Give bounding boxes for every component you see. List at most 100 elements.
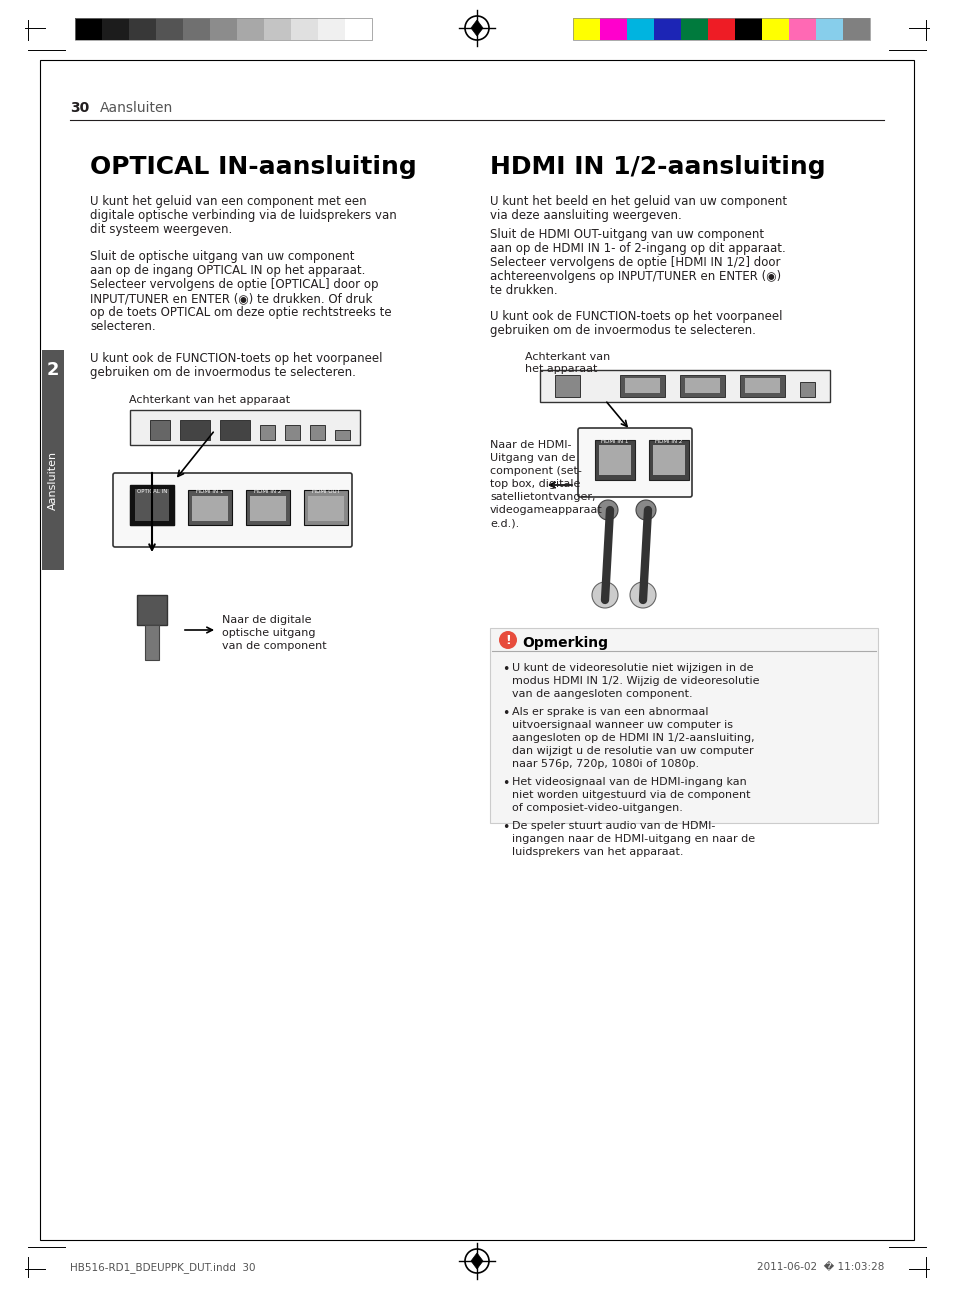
Bar: [684, 377, 720, 393]
Text: U kunt het beeld en het geluid van uw component: U kunt het beeld en het geluid van uw co…: [490, 195, 786, 208]
Text: optische uitgang: optische uitgang: [222, 628, 315, 638]
Bar: [539, 370, 829, 402]
Bar: [75, 18, 102, 40]
Circle shape: [636, 501, 656, 520]
Bar: [246, 490, 290, 525]
Text: dit systeem weergeven.: dit systeem weergeven.: [90, 223, 232, 236]
Bar: [648, 440, 688, 480]
Text: aangesloten op de HDMI IN 1/2-aansluiting,: aangesloten op de HDMI IN 1/2-aansluitin…: [512, 733, 754, 743]
Text: Aansluiten: Aansluiten: [48, 450, 58, 510]
Text: HDMI OUT: HDMI OUT: [312, 489, 339, 494]
Text: •: •: [501, 777, 509, 790]
Text: 30: 30: [70, 101, 90, 115]
Bar: [680, 18, 707, 40]
Text: Naar de digitale: Naar de digitale: [222, 615, 312, 625]
Bar: [250, 495, 286, 521]
Bar: [788, 18, 815, 40]
Text: satellietontvanger,: satellietontvanger,: [490, 492, 595, 502]
Text: luidsprekers van het apparaat.: luidsprekers van het apparaat.: [512, 847, 682, 857]
Text: Sluit de optische uitgang van uw component: Sluit de optische uitgang van uw compone…: [90, 250, 355, 263]
Text: digitale optische verbinding via de luidsprekers van: digitale optische verbinding via de luid…: [90, 209, 396, 222]
Bar: [42, 350, 64, 569]
Text: Het videosignaal van de HDMI-ingang kan: Het videosignaal van de HDMI-ingang kan: [512, 777, 746, 787]
Text: 2: 2: [47, 361, 59, 379]
Bar: [744, 377, 780, 393]
Bar: [210, 18, 236, 40]
Text: Aansluiten: Aansluiten: [100, 101, 173, 115]
Text: INPUT/TUNER en ENTER (◉) te drukken. Of druk: INPUT/TUNER en ENTER (◉) te drukken. Of …: [90, 292, 372, 305]
Bar: [345, 18, 372, 40]
Text: gebruiken om de invoermodus te selecteren.: gebruiken om de invoermodus te selectere…: [90, 366, 355, 379]
Text: niet worden uitgestuurd via de component: niet worden uitgestuurd via de component: [512, 790, 750, 800]
Bar: [652, 445, 684, 475]
Bar: [102, 18, 129, 40]
Bar: [137, 595, 167, 625]
Text: HDMI IN 1: HDMI IN 1: [600, 438, 628, 444]
Bar: [130, 485, 173, 525]
Circle shape: [498, 632, 517, 648]
Bar: [761, 18, 788, 40]
Text: Achterkant van het apparaat: Achterkant van het apparaat: [130, 396, 291, 405]
Text: •: •: [501, 821, 509, 834]
Bar: [264, 18, 291, 40]
Bar: [192, 495, 228, 521]
Bar: [236, 18, 264, 40]
Bar: [285, 425, 299, 440]
Bar: [317, 18, 345, 40]
Bar: [260, 425, 274, 440]
Bar: [335, 431, 350, 440]
Text: op de toets OPTICAL om deze optie rechtstreeks te: op de toets OPTICAL om deze optie rechts…: [90, 306, 392, 319]
Text: Uitgang van de: Uitgang van de: [490, 453, 575, 463]
Bar: [555, 375, 579, 397]
Text: dan wijzigt u de resolutie van uw computer: dan wijzigt u de resolutie van uw comput…: [512, 746, 753, 756]
Bar: [156, 18, 183, 40]
Bar: [707, 18, 734, 40]
Text: U kunt ook de FUNCTION-toets op het voorpaneel: U kunt ook de FUNCTION-toets op het voor…: [490, 310, 781, 323]
Bar: [679, 375, 724, 397]
Bar: [183, 18, 210, 40]
Bar: [815, 18, 842, 40]
Text: naar 576p, 720p, 1080i of 1080p.: naar 576p, 720p, 1080i of 1080p.: [512, 759, 699, 769]
Bar: [654, 18, 680, 40]
Bar: [145, 625, 159, 660]
Text: uitvoersignaal wanneer uw computer is: uitvoersignaal wanneer uw computer is: [512, 720, 732, 730]
Bar: [573, 18, 599, 40]
Text: aan op de HDMI IN 1- of 2-ingang op dit apparaat.: aan op de HDMI IN 1- of 2-ingang op dit …: [490, 243, 785, 256]
Text: De speler stuurt audio van de HDMI-: De speler stuurt audio van de HDMI-: [512, 821, 715, 831]
Bar: [619, 375, 664, 397]
Text: Opmerking: Opmerking: [521, 636, 607, 650]
Bar: [135, 489, 169, 521]
Bar: [598, 445, 630, 475]
Text: selecteren.: selecteren.: [90, 320, 155, 333]
Bar: [129, 18, 156, 40]
Text: videogameapparaat: videogameapparaat: [490, 505, 602, 515]
Bar: [75, 18, 372, 40]
Text: gebruiken om de invoermodus te selecteren.: gebruiken om de invoermodus te selectere…: [490, 324, 755, 337]
Bar: [740, 375, 784, 397]
Text: via deze aansluiting weergeven.: via deze aansluiting weergeven.: [490, 209, 681, 222]
Text: Achterkant van
het apparaat: Achterkant van het apparaat: [524, 351, 610, 374]
Text: OPTICAL IN: OPTICAL IN: [136, 489, 167, 494]
Text: U kunt ook de FUNCTION-toets op het voorpaneel: U kunt ook de FUNCTION-toets op het voor…: [90, 351, 382, 364]
Bar: [310, 425, 325, 440]
Bar: [800, 383, 814, 397]
Bar: [624, 377, 659, 393]
Polygon shape: [471, 19, 482, 36]
Bar: [490, 628, 877, 824]
Bar: [573, 18, 869, 40]
Bar: [133, 495, 170, 521]
Text: HDMI IN 1/2-aansluiting: HDMI IN 1/2-aansluiting: [490, 156, 824, 179]
Circle shape: [629, 582, 656, 608]
Bar: [130, 410, 359, 445]
Text: OPTICAL IN-aansluiting: OPTICAL IN-aansluiting: [90, 156, 416, 179]
Circle shape: [592, 582, 618, 608]
Text: Sluit de HDMI OUT-uitgang van uw component: Sluit de HDMI OUT-uitgang van uw compone…: [490, 228, 763, 241]
Text: ingangen naar de HDMI-uitgang en naar de: ingangen naar de HDMI-uitgang en naar de: [512, 834, 755, 844]
Text: HB516-RD1_BDEUPPK_DUT.indd  30: HB516-RD1_BDEUPPK_DUT.indd 30: [70, 1262, 255, 1272]
Bar: [308, 495, 344, 521]
Bar: [304, 490, 348, 525]
Text: Selecteer vervolgens de optie [OPTICAL] door op: Selecteer vervolgens de optie [OPTICAL] …: [90, 278, 378, 291]
Text: •: •: [501, 663, 509, 676]
FancyBboxPatch shape: [112, 473, 352, 547]
Bar: [626, 18, 654, 40]
